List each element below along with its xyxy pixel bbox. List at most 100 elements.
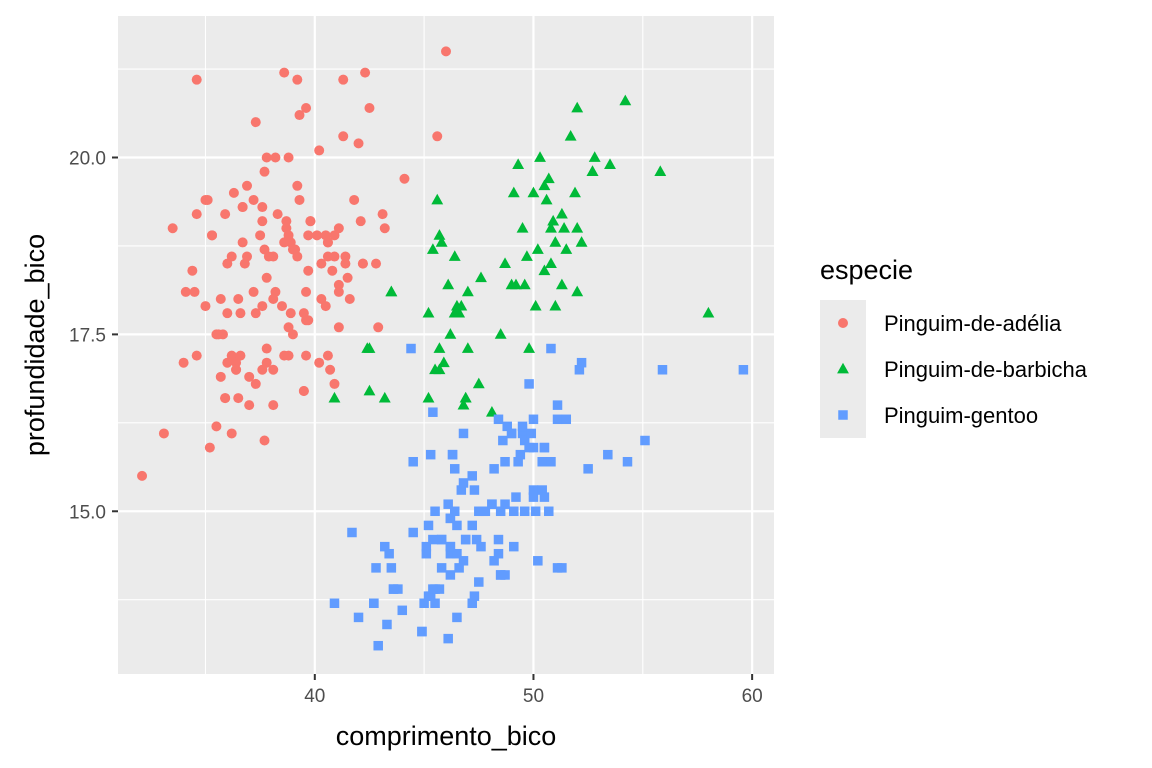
point-barbicha	[328, 391, 341, 403]
point-gentoo	[425, 449, 436, 460]
point-adelia	[272, 209, 283, 220]
point-adelia	[257, 301, 268, 312]
point-gentoo	[500, 499, 510, 509]
point-adelia	[294, 194, 305, 205]
point-barbicha	[518, 278, 531, 290]
point-gentoo	[371, 563, 381, 573]
point-gentoo	[373, 640, 383, 651]
point-barbicha	[444, 328, 457, 339]
point-gentoo	[452, 548, 462, 559]
point-adelia	[340, 251, 351, 262]
point-gentoo	[515, 449, 526, 460]
point-gentoo	[452, 520, 462, 531]
point-adelia	[283, 152, 294, 163]
point-adelia	[228, 187, 239, 198]
point-adelia	[305, 216, 316, 227]
point-barbicha	[459, 391, 472, 403]
point-adelia	[342, 272, 353, 283]
point-gentoo	[469, 591, 480, 601]
point-adelia	[333, 286, 344, 297]
point-gentoo	[640, 435, 650, 446]
point-gentoo	[530, 506, 541, 517]
point-gentoo	[428, 584, 438, 594]
point-adelia	[377, 209, 388, 220]
point-adelia	[292, 74, 303, 85]
point-adelia	[338, 131, 349, 142]
point-adelia	[294, 110, 305, 121]
point-gentoo	[526, 428, 537, 439]
point-adelia	[322, 237, 333, 248]
point-barbicha	[538, 264, 551, 276]
point-adelia	[235, 350, 246, 361]
y-tick-label: 20.0	[69, 149, 106, 170]
point-gentoo	[347, 527, 357, 538]
legend-key-barbicha	[837, 362, 849, 374]
point-gentoo	[397, 605, 408, 616]
point-gentoo	[493, 548, 504, 559]
point-adelia	[316, 258, 327, 269]
x-tick-label: 60	[742, 686, 763, 707]
point-adelia	[371, 258, 382, 269]
point-gentoo	[421, 548, 432, 559]
point-adelia	[178, 357, 189, 368]
point-adelia	[237, 202, 248, 213]
point-barbicha	[549, 299, 562, 311]
point-barbicha	[433, 342, 446, 353]
point-barbicha	[385, 285, 398, 297]
point-gentoo	[454, 563, 464, 573]
point-adelia	[301, 286, 312, 297]
point-gentoo	[386, 563, 397, 573]
point-barbicha	[433, 229, 446, 240]
point-adelia	[244, 371, 255, 382]
point-adelia	[320, 301, 331, 312]
point-gentoo	[502, 421, 512, 432]
point-adelia	[167, 223, 178, 234]
point-adelia	[220, 209, 231, 220]
point-adelia	[200, 194, 211, 205]
point-gentoo	[519, 435, 530, 446]
point-adelia	[301, 350, 312, 361]
point-gentoo	[460, 534, 471, 545]
point-adelia	[263, 251, 274, 262]
point-gentoo	[369, 598, 379, 608]
point-gentoo	[445, 513, 456, 524]
point-adelia	[237, 237, 248, 248]
point-adelia	[441, 46, 451, 57]
point-barbicha	[588, 151, 601, 162]
point-gentoo	[471, 534, 482, 545]
point-adelia	[329, 378, 340, 389]
point-gentoo	[408, 527, 418, 538]
point-adelia	[364, 102, 375, 113]
point-adelia	[255, 230, 266, 241]
point-gentoo	[436, 534, 447, 545]
point-gentoo	[434, 584, 445, 594]
point-gentoo	[513, 456, 523, 467]
point-adelia	[226, 251, 237, 262]
point-adelia	[285, 308, 296, 319]
legend-label-barbicha: Pinguim-de-barbicha	[884, 357, 1088, 382]
point-gentoo	[528, 414, 539, 425]
point-barbicha	[422, 306, 435, 318]
point-adelia	[259, 166, 270, 177]
point-adelia	[333, 279, 344, 290]
point-barbicha	[523, 342, 536, 353]
point-adelia	[399, 173, 410, 184]
point-gentoo	[528, 492, 539, 502]
point-barbicha	[540, 193, 553, 205]
point-gentoo	[552, 414, 563, 425]
point-barbicha	[516, 222, 529, 233]
point-adelia	[340, 258, 351, 269]
legend: especie Pinguim-de-adélia Pinguim-de-bar…	[820, 255, 1088, 438]
point-adelia	[314, 145, 325, 156]
point-adelia	[261, 343, 272, 354]
point-barbicha	[378, 391, 391, 403]
point-barbicha	[575, 236, 588, 247]
point-gentoo	[467, 598, 477, 608]
point-adelia	[222, 308, 233, 319]
point-gentoo	[408, 456, 418, 467]
point-adelia	[373, 322, 384, 333]
point-adelia	[268, 364, 279, 375]
point-barbicha	[520, 250, 533, 261]
point-barbicha	[433, 363, 446, 375]
